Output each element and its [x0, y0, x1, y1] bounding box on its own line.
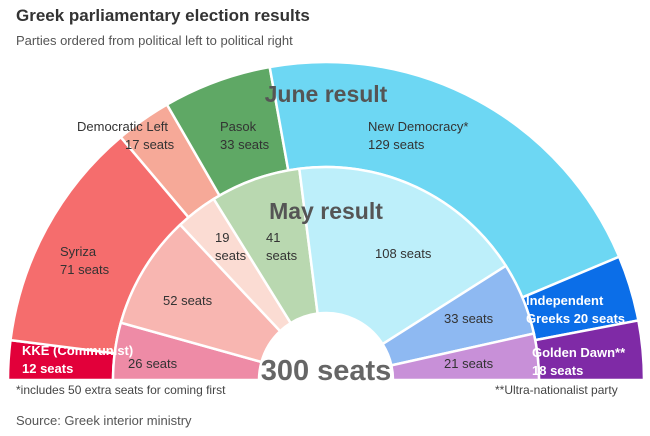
may-seats-number-3: 19	[215, 230, 229, 245]
may-slice-7	[389, 332, 541, 382]
june-party-label-3: Democratic Left	[77, 119, 168, 134]
source-note: Source: Greek interior ministry	[16, 413, 192, 428]
june-seats-label-7: 18 seats	[532, 363, 583, 378]
may-seats-unit-3: seats	[215, 248, 247, 263]
may-ring	[111, 165, 541, 382]
total-seats-label: 300 seats	[261, 355, 392, 387]
may-ring-title: May result	[269, 198, 383, 224]
may-seats-label-5: 108 seats	[375, 246, 432, 261]
may-seats-label-6: 33 seats	[444, 311, 494, 326]
june-seats-label-5: 129 seats	[368, 137, 425, 152]
slice-labels: KKE (Communist) 12 seats Syriza 71 seats Dem…	[22, 119, 626, 378]
june-party-label-2: Syriza	[60, 244, 97, 259]
june-seats-label-3: 17 seats	[125, 137, 175, 152]
chart-subtitle: Parties ordered from political left to p…	[16, 33, 293, 48]
may-seats-label-1: 26 seats	[128, 356, 178, 371]
june-ring-title: June result	[265, 81, 388, 107]
june-party-label-7: Golden Dawn**	[532, 345, 626, 360]
june-seats-label-6: Greeks 20 seats	[526, 311, 625, 326]
june-ring	[6, 60, 646, 382]
june-seats-label-2: 71 seats	[60, 262, 110, 277]
june-party-label-1: KKE (Communist)	[22, 343, 133, 358]
june-seats-label-1: 12 seats	[22, 361, 73, 376]
chart-title: Greek parliamentary election results	[16, 6, 310, 25]
june-seats-label-4: 33 seats	[220, 137, 270, 152]
may-slice-5	[297, 165, 508, 346]
june-party-label-4: Pasok	[220, 119, 257, 134]
footnote-extra-seats: *includes 50 extra seats for coming firs…	[16, 383, 226, 397]
footnote-ultra-nationalist: **Ultra-nationalist party	[495, 383, 618, 397]
june-party-label-5: New Democracy*	[368, 119, 468, 134]
may-seats-unit-4: seats	[266, 248, 298, 263]
may-seats-label-7: 21 seats	[444, 356, 494, 371]
may-seats-label-2: 52 seats	[163, 293, 213, 308]
may-seats-number-4: 41	[266, 230, 280, 245]
june-party-label-6: Independent	[526, 293, 604, 308]
